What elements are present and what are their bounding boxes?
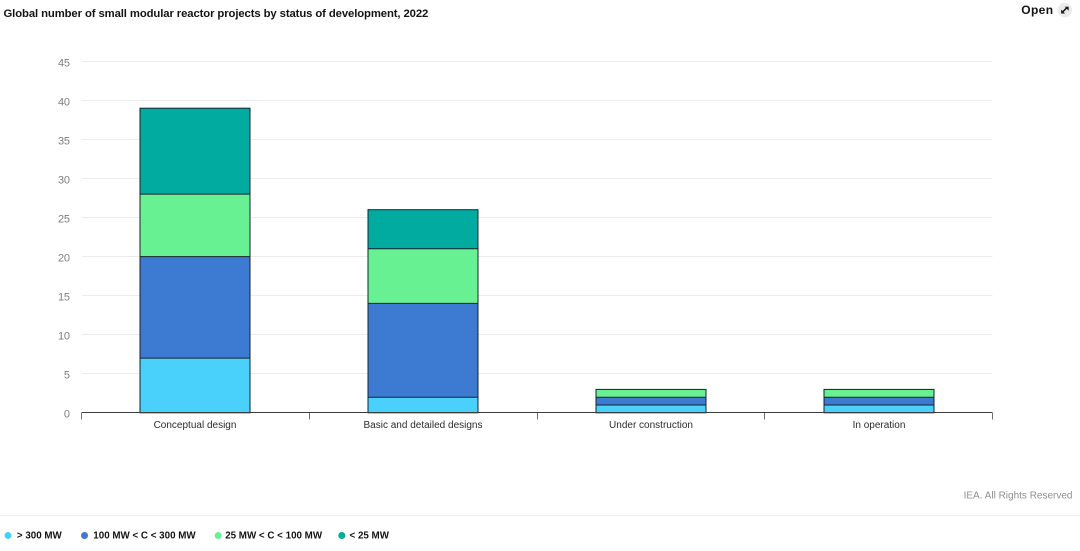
svg-text:IEA. All Rights Reserved: IEA. All Rights Reserved — [964, 491, 1073, 502]
svg-text:15: 15 — [58, 291, 70, 303]
svg-text:30: 30 — [58, 174, 70, 186]
svg-text:Conceptual design: Conceptual design — [154, 420, 237, 431]
svg-text:5: 5 — [64, 369, 70, 381]
svg-text:0: 0 — [64, 408, 70, 420]
svg-text:100 MW < C < 300 MW: 100 MW < C < 300 MW — [93, 530, 196, 541]
svg-text:> 300 MW: > 300 MW — [17, 530, 63, 541]
svg-text:40: 40 — [58, 96, 70, 108]
svg-text:20: 20 — [58, 252, 70, 264]
svg-text:Under construction: Under construction — [609, 420, 693, 431]
svg-text:In operation: In operation — [853, 420, 906, 431]
svg-text:< 25 MW: < 25 MW — [350, 530, 390, 541]
svg-text:45: 45 — [58, 57, 70, 69]
svg-text:10: 10 — [58, 330, 70, 342]
svg-text:Basic and detailed designs: Basic and detailed designs — [364, 420, 483, 431]
svg-text:Open: Open — [1021, 3, 1053, 17]
svg-text:35: 35 — [58, 135, 70, 147]
svg-text:25: 25 — [58, 213, 70, 225]
svg-text:Global number of small modular: Global number of small modular reactor p… — [4, 8, 429, 20]
svg-text:25 MW < C < 100 MW: 25 MW < C < 100 MW — [225, 530, 323, 541]
